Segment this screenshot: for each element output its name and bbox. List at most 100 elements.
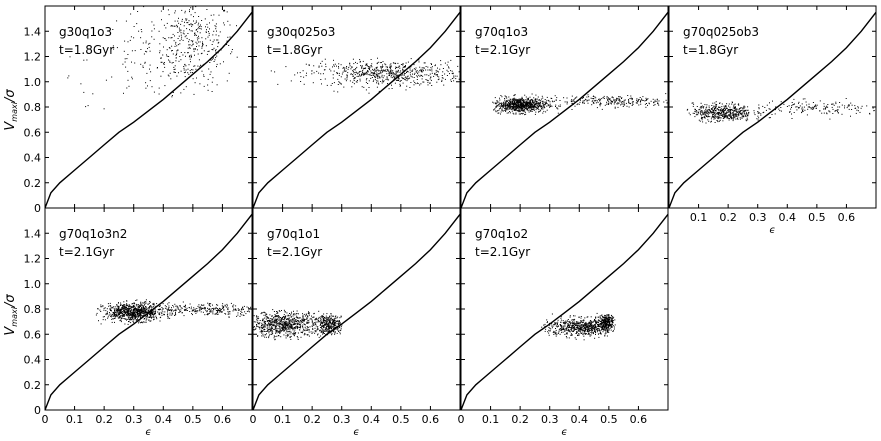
x-tick-label: 0.3 <box>125 413 143 426</box>
scatter-point <box>143 6 145 8</box>
scatter-point <box>578 103 580 105</box>
scatter-point <box>359 78 361 80</box>
scatter-point <box>293 335 295 337</box>
scatter-point <box>256 325 258 327</box>
scatter-point <box>123 315 125 317</box>
scatter-point <box>345 67 347 69</box>
scatter-point <box>606 96 608 98</box>
scatter-point <box>379 72 381 74</box>
scatter-point <box>801 111 803 113</box>
scatter-point <box>737 113 739 115</box>
scatter-point <box>695 109 696 111</box>
scatter-point <box>408 78 410 80</box>
scatter-point <box>647 98 649 100</box>
scatter-point <box>839 102 841 103</box>
scatter-point <box>200 308 202 310</box>
scatter-point <box>173 71 175 73</box>
scatter-point <box>289 333 291 335</box>
scatter-point <box>723 116 725 118</box>
scatter-point <box>438 78 440 80</box>
scatter-point <box>505 106 507 108</box>
scatter-point <box>180 305 181 307</box>
scatter-point <box>308 313 310 315</box>
scatter-point <box>538 106 539 108</box>
scatter-point <box>194 48 196 50</box>
scatter-point <box>541 100 543 102</box>
scatter-point <box>412 69 414 71</box>
scatter-point <box>150 306 152 308</box>
scatter-point <box>303 329 305 331</box>
scatter-point <box>395 75 397 77</box>
reference-curve <box>253 11 460 208</box>
scatter-point <box>151 317 152 319</box>
scatter-point <box>714 116 716 118</box>
scatter-point <box>230 302 232 304</box>
scatter-point <box>177 20 179 22</box>
scatter-point <box>521 102 523 104</box>
scatter-point <box>291 324 293 326</box>
scatter-point <box>321 331 323 333</box>
scatter-point <box>506 101 508 103</box>
scatter-point <box>132 316 134 318</box>
scatter-point <box>429 78 431 80</box>
scatter-point <box>144 313 146 315</box>
scatter-point <box>100 304 102 306</box>
scatter-point <box>732 107 734 109</box>
scatter-point <box>313 324 315 326</box>
scatter-point <box>151 310 153 312</box>
scatter-point <box>719 109 721 111</box>
scatter-point <box>229 311 231 312</box>
scatter-point <box>610 103 612 105</box>
scatter-point <box>162 37 164 39</box>
scatter-point <box>720 108 722 110</box>
scatter-point <box>159 43 161 45</box>
scatter-point <box>283 330 285 332</box>
scatter-point <box>757 112 759 114</box>
scatter-point <box>131 317 133 319</box>
scatter-point <box>609 98 611 100</box>
scatter-point <box>183 305 185 307</box>
scatter-point <box>318 320 319 322</box>
scatter-point <box>579 101 581 103</box>
scatter-point <box>196 308 198 309</box>
scatter-point <box>274 318 276 320</box>
scatter-point <box>431 64 432 65</box>
scatter-point <box>198 26 200 28</box>
scatter-point <box>736 114 738 116</box>
scatter-point <box>188 20 190 22</box>
scatter-point <box>508 96 510 98</box>
scatter-point <box>131 311 133 313</box>
scatter-point <box>133 311 135 313</box>
scatter-point <box>349 63 351 65</box>
scatter-point <box>183 25 185 27</box>
ylabel-tail: /σ <box>3 89 18 103</box>
scatter-point <box>352 75 354 77</box>
scatter-point <box>276 327 278 329</box>
scatter-point <box>128 315 130 317</box>
scatter-point <box>434 65 436 67</box>
scatter-point <box>807 106 809 108</box>
scatter-point <box>160 316 162 318</box>
scatter-point <box>141 311 143 313</box>
scatter-point <box>705 111 707 113</box>
scatter-point <box>365 73 367 74</box>
scatter-point <box>628 99 629 101</box>
scatter-point <box>277 315 279 317</box>
scatter-point <box>494 97 496 99</box>
scatter-point <box>269 324 271 326</box>
scatter-point <box>832 108 834 110</box>
scatter-point <box>603 97 605 99</box>
scatter-point <box>344 69 346 71</box>
scatter-point <box>199 309 201 311</box>
scatter-point <box>706 111 708 112</box>
scatter-point <box>302 319 304 321</box>
scatter-point <box>393 75 395 77</box>
scatter-point <box>584 98 586 100</box>
scatter-point <box>606 97 608 99</box>
scatter-point <box>732 112 734 114</box>
scatter-point <box>151 314 153 316</box>
scatter-point <box>352 81 354 83</box>
scatter-point <box>149 80 151 82</box>
scatter-point <box>168 307 170 309</box>
scatter-point <box>371 72 373 74</box>
